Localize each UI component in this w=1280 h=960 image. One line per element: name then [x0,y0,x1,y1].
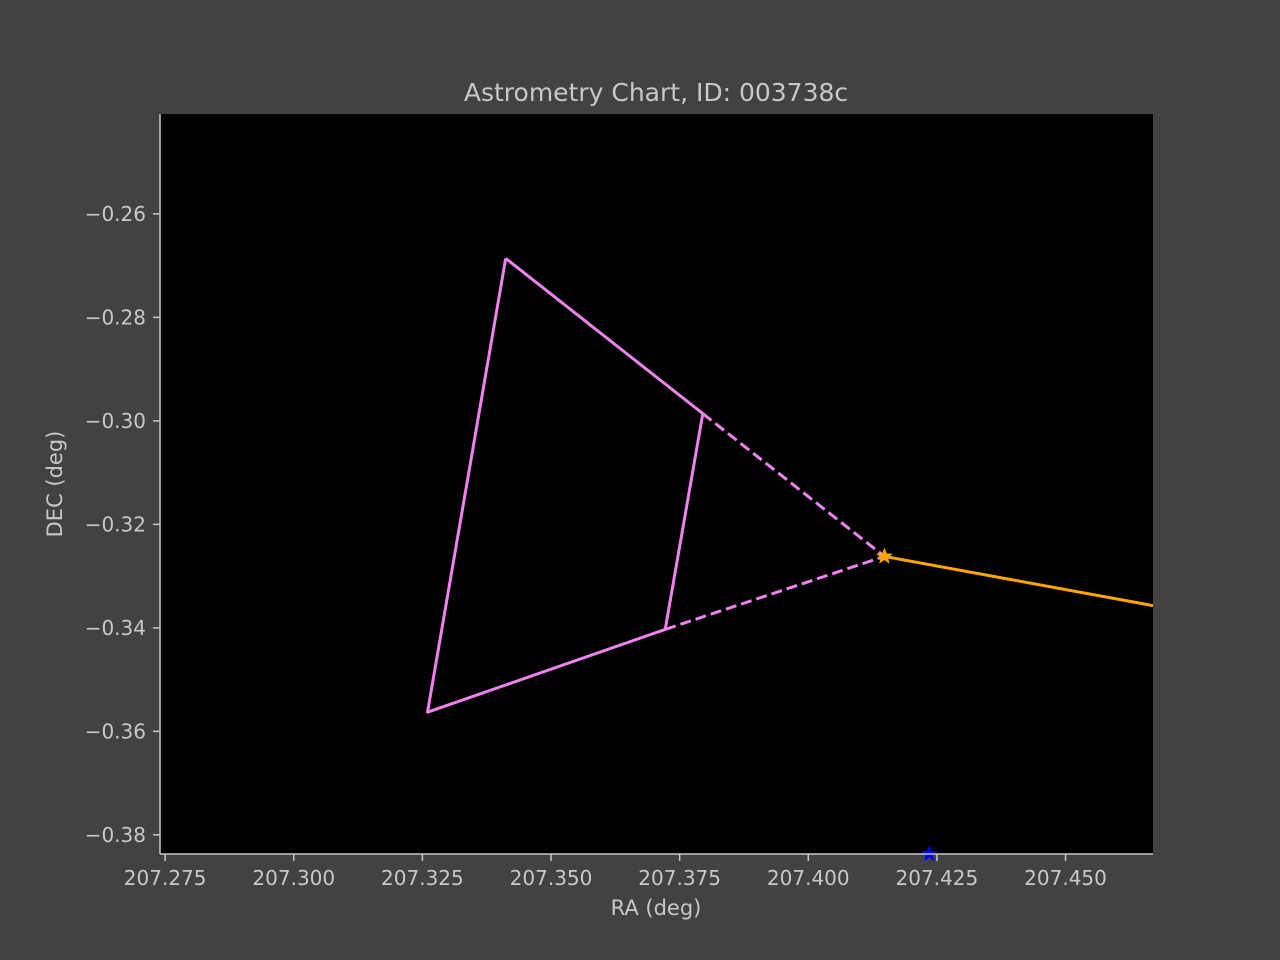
x-tick-label: 207.450 [1024,866,1107,890]
y-ticks: −0.26 −0.28 −0.30 −0.32 −0.34 −0.36 −0.38 [85,202,160,847]
series-line-3-solid [884,554,1153,608]
y-tick-label: −0.26 [85,202,146,226]
y-tick-label: −0.34 [85,616,146,640]
series-line-1-dashed [701,412,886,558]
x-tick-label: 207.275 [124,866,207,890]
chart-title: Astrometry Chart, ID: 003738c [464,78,848,107]
y-tick-label: −0.36 [85,719,146,743]
x-tick-label: 207.350 [510,866,593,890]
y-tick-label: −0.28 [85,305,146,329]
x-tick-label: 207.425 [896,866,979,890]
x-tick-label: 207.300 [252,866,335,890]
series-layer [426,257,1153,714]
y-tick-label: −0.38 [85,823,146,847]
x-ticks: 207.275 207.300 207.325 207.350 207.375 207.4… [124,854,1107,890]
y-tick-label: −0.30 [85,409,146,433]
star-marker-0 [875,547,893,564]
plot-area [160,114,1153,854]
y-tick-label: −0.32 [85,512,146,536]
x-tick-label: 207.325 [381,866,464,890]
y-axis-label: DEC (deg) [43,431,67,538]
series-line-2-dashed [664,554,885,631]
x-tick-label: 207.375 [638,866,721,890]
x-axis-label: RA (deg) [611,896,702,920]
x-tick-label: 207.400 [767,866,850,890]
